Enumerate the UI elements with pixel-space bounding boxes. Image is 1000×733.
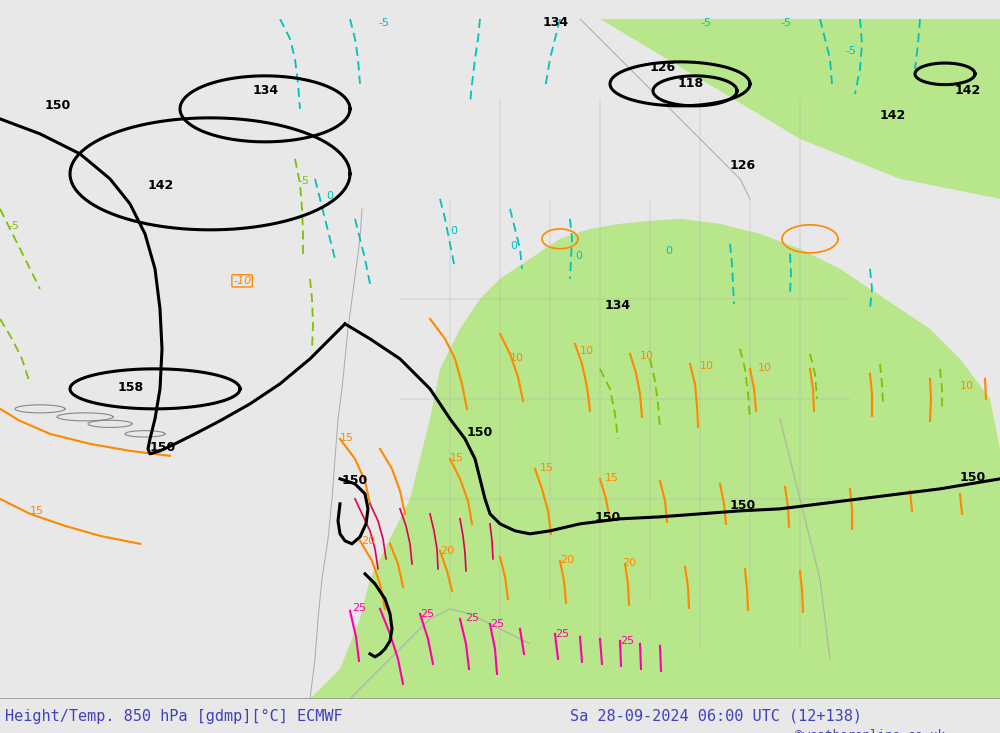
Text: 25: 25 (555, 629, 569, 639)
Text: Height/Temp. 850 hPa [gdmp][°C] ECMWF: Height/Temp. 850 hPa [gdmp][°C] ECMWF (5, 709, 343, 724)
Text: 0: 0 (665, 246, 672, 256)
Text: -5: -5 (378, 18, 389, 28)
Text: 25: 25 (420, 609, 434, 619)
Text: 150: 150 (150, 441, 176, 454)
Text: 126: 126 (730, 159, 756, 172)
Text: 15: 15 (540, 463, 554, 473)
Text: 142: 142 (880, 109, 906, 122)
Text: 10: 10 (510, 353, 524, 363)
Text: 150: 150 (342, 474, 368, 487)
Text: 25: 25 (352, 603, 366, 613)
Text: 150: 150 (45, 99, 71, 112)
Text: -5: -5 (298, 176, 309, 186)
Text: 10: 10 (960, 381, 974, 391)
Text: 25: 25 (465, 613, 479, 623)
Text: 20: 20 (622, 558, 636, 568)
Polygon shape (310, 219, 1000, 699)
Text: 20: 20 (560, 555, 574, 565)
Text: 25: 25 (620, 636, 634, 646)
Text: 158: 158 (118, 381, 144, 394)
Text: 0: 0 (510, 241, 517, 251)
Text: 0: 0 (575, 251, 582, 261)
Text: 150: 150 (467, 426, 493, 439)
Text: 150: 150 (595, 511, 621, 524)
Text: -5: -5 (700, 18, 711, 28)
Text: 15: 15 (30, 506, 44, 516)
Text: 0: 0 (326, 191, 333, 201)
Text: 150: 150 (960, 471, 986, 484)
Text: 142: 142 (955, 84, 981, 97)
Text: 25: 25 (490, 619, 504, 629)
Polygon shape (700, 19, 1000, 63)
Text: 10: 10 (758, 363, 772, 373)
Text: -5: -5 (845, 46, 856, 56)
Text: 10: 10 (580, 346, 594, 356)
Text: -10: -10 (233, 276, 251, 286)
Text: 15: 15 (605, 473, 619, 483)
Text: 134: 134 (253, 84, 279, 97)
Text: 134: 134 (605, 299, 631, 312)
Text: 126: 126 (650, 61, 676, 74)
Text: 142: 142 (148, 179, 174, 192)
Text: -5: -5 (780, 18, 791, 28)
Text: 0: 0 (450, 226, 457, 236)
Polygon shape (600, 19, 1000, 199)
Text: 15: 15 (450, 453, 464, 463)
Text: 10: 10 (700, 361, 714, 371)
Text: 20: 20 (440, 546, 454, 556)
Text: 150: 150 (730, 499, 756, 512)
Text: Sa 28-09-2024 06:00 UTC (12+138): Sa 28-09-2024 06:00 UTC (12+138) (570, 709, 862, 724)
Text: 134: 134 (543, 16, 569, 29)
Text: 20: 20 (361, 536, 375, 546)
Text: ©weatheronline.co.uk: ©weatheronline.co.uk (795, 729, 945, 733)
Text: 118: 118 (678, 77, 704, 90)
Text: 15: 15 (340, 433, 354, 443)
Text: 10: 10 (640, 351, 654, 361)
Text: -5: -5 (8, 221, 19, 231)
